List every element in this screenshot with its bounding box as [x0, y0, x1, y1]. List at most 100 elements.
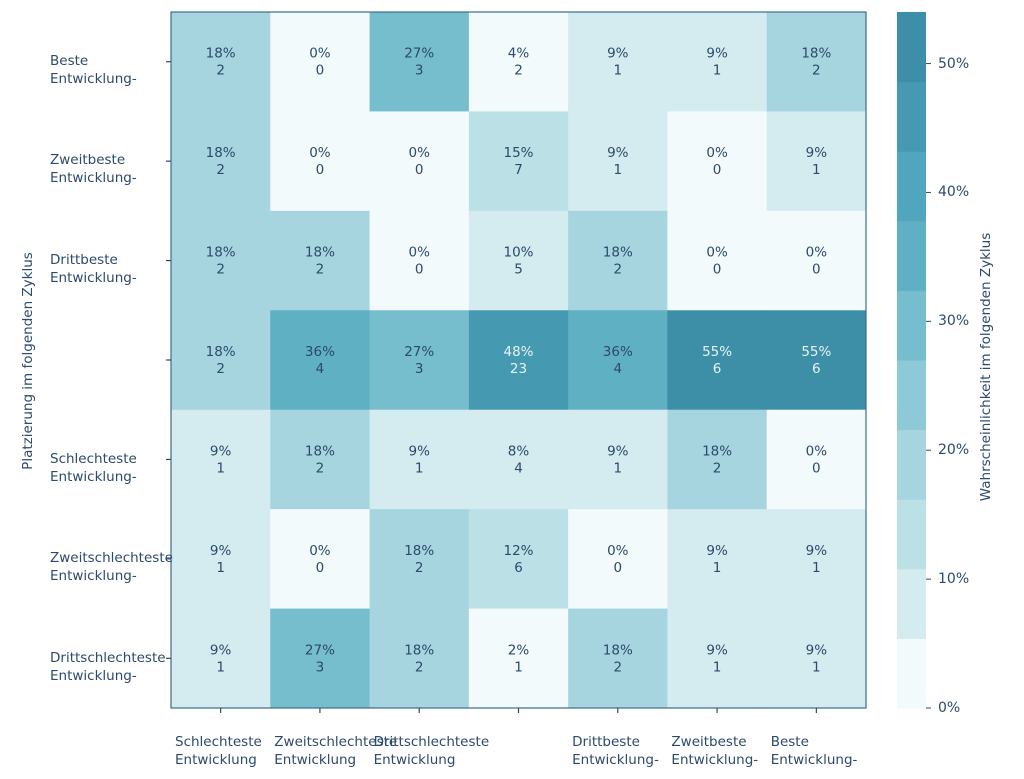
- colorbar-tick-label: 40%: [938, 184, 970, 201]
- heatmap-cell: [468, 210, 569, 311]
- colorbar-step: [897, 220, 926, 291]
- heatmap-cell: [270, 409, 371, 510]
- colorbar-tick-label: 50%: [938, 55, 970, 72]
- heatmap-cell: [568, 509, 668, 610]
- heatmap-cell: [468, 310, 569, 411]
- cell-percent-label: 0%: [409, 245, 431, 261]
- y-axis-title: Platzierung im folgenden Zyklus: [20, 252, 36, 470]
- cell-percent-label: 9%: [706, 642, 728, 658]
- cell-count-label: 0: [316, 63, 325, 79]
- cell-percent-label: 9%: [409, 443, 431, 459]
- cell-count-label: 23: [510, 361, 527, 377]
- cell-count-label: 1: [812, 162, 821, 178]
- heatmap-cell: [270, 608, 371, 709]
- cell-percent-label: 15%: [503, 145, 533, 161]
- cell-count-label: 4: [316, 361, 325, 377]
- heatmap-cell: [766, 111, 867, 212]
- cell-percent-label: 9%: [806, 145, 828, 161]
- cell-percent-label: 0%: [806, 245, 828, 261]
- x-tick-label: Drittschlechteste Entwicklung: [373, 734, 490, 768]
- cell-percent-label: 0%: [806, 443, 828, 459]
- heatmap-cell: [171, 111, 271, 212]
- cell-percent-label: 0%: [309, 46, 331, 62]
- cell-count-label: 1: [812, 659, 821, 675]
- cell-count-label: 0: [812, 460, 821, 476]
- cell-percent-label: 9%: [806, 642, 828, 658]
- cell-count-label: 2: [812, 63, 821, 79]
- cell-percent-label: 48%: [503, 344, 533, 360]
- cell-percent-label: 2%: [508, 642, 530, 658]
- cell-count-label: 0: [316, 162, 325, 178]
- cell-percent-label: 0%: [309, 543, 331, 559]
- colorbar: [897, 12, 931, 709]
- cell-count-label: 1: [613, 162, 622, 178]
- cell-percent-label: 4%: [508, 46, 530, 62]
- cell-count-label: 6: [713, 361, 722, 377]
- heatmap-cell: [568, 310, 668, 411]
- x-tick-label: Drittbeste Entwicklung-: [572, 734, 659, 768]
- cell-count-label: 0: [415, 262, 424, 278]
- heatmap-cell: [171, 310, 271, 411]
- heatmap-cell: [667, 310, 768, 411]
- heatmap-cell: [766, 210, 867, 311]
- heatmap-cell: [270, 12, 371, 112]
- cell-count-label: 2: [216, 162, 225, 178]
- heatmap-cell: [270, 111, 371, 212]
- cell-percent-label: 55%: [801, 344, 831, 360]
- heatmap-cell: [766, 409, 867, 510]
- cell-percent-label: 18%: [603, 642, 633, 658]
- heatmap-cell: [468, 409, 569, 510]
- heatmap-cell: [468, 608, 569, 709]
- cell-count-label: 1: [216, 460, 225, 476]
- heatmap-cell: [369, 111, 470, 212]
- colorbar-step: [897, 151, 926, 222]
- heatmap-cell: [171, 509, 271, 610]
- y-tick-label: Zweitbeste Entwicklung-: [50, 152, 137, 187]
- colorbar-step: [897, 81, 926, 152]
- cell-percent-label: 18%: [305, 245, 335, 261]
- cell-count-label: 1: [216, 560, 225, 576]
- heatmap-cell: [171, 210, 271, 311]
- heatmap-cell: [766, 608, 867, 709]
- y-tick-label: Schlechteste Entwicklung-: [50, 450, 137, 485]
- cell-count-label: 1: [613, 460, 622, 476]
- heatmap-cell: [468, 509, 569, 610]
- cell-count-label: 5: [514, 262, 523, 278]
- heatmap-cell: [468, 111, 569, 212]
- cell-percent-label: 18%: [206, 344, 236, 360]
- y-tick-label: Beste Entwicklung-: [50, 53, 137, 87]
- heatmap-cells: 18%20%027%34%29%19%118%218%20%00%015%79%…: [171, 12, 867, 709]
- cell-percent-label: 36%: [305, 344, 335, 360]
- cell-count-label: 1: [514, 659, 523, 675]
- cell-count-label: 2: [316, 262, 325, 278]
- cell-percent-label: 18%: [404, 642, 434, 658]
- cell-count-label: 2: [415, 560, 424, 576]
- colorbar-tick-label: 10%: [938, 571, 970, 588]
- heatmap-cell: [369, 409, 470, 510]
- cell-count-label: 1: [713, 659, 722, 675]
- cell-percent-label: 27%: [404, 46, 434, 62]
- cell-count-label: 6: [812, 361, 821, 377]
- heatmap-cell: [766, 310, 867, 411]
- colorbar-tick-label: 0%: [938, 700, 961, 716]
- cell-percent-label: 9%: [706, 543, 728, 559]
- cell-percent-label: 9%: [607, 443, 629, 459]
- heatmap-cell: [568, 608, 668, 709]
- heatmap-cell: [171, 12, 271, 112]
- cell-percent-label: 0%: [409, 145, 431, 161]
- heatmap-cell: [270, 210, 371, 311]
- colorbar-step: [897, 290, 926, 361]
- heatmap-cell: [369, 509, 470, 610]
- cell-count-label: 0: [713, 262, 722, 278]
- x-tick-label: Zweitbeste Entwicklung-: [671, 734, 759, 768]
- cell-count-label: 0: [415, 162, 424, 178]
- cell-count-label: 2: [316, 460, 325, 476]
- cell-percent-label: 8%: [508, 443, 530, 459]
- heatmap-cell: [369, 608, 470, 709]
- cell-percent-label: 18%: [206, 145, 236, 161]
- cell-percent-label: 12%: [503, 543, 533, 559]
- cell-percent-label: 9%: [806, 543, 828, 559]
- heatmap-cell: [568, 409, 668, 510]
- cell-count-label: 2: [613, 262, 622, 278]
